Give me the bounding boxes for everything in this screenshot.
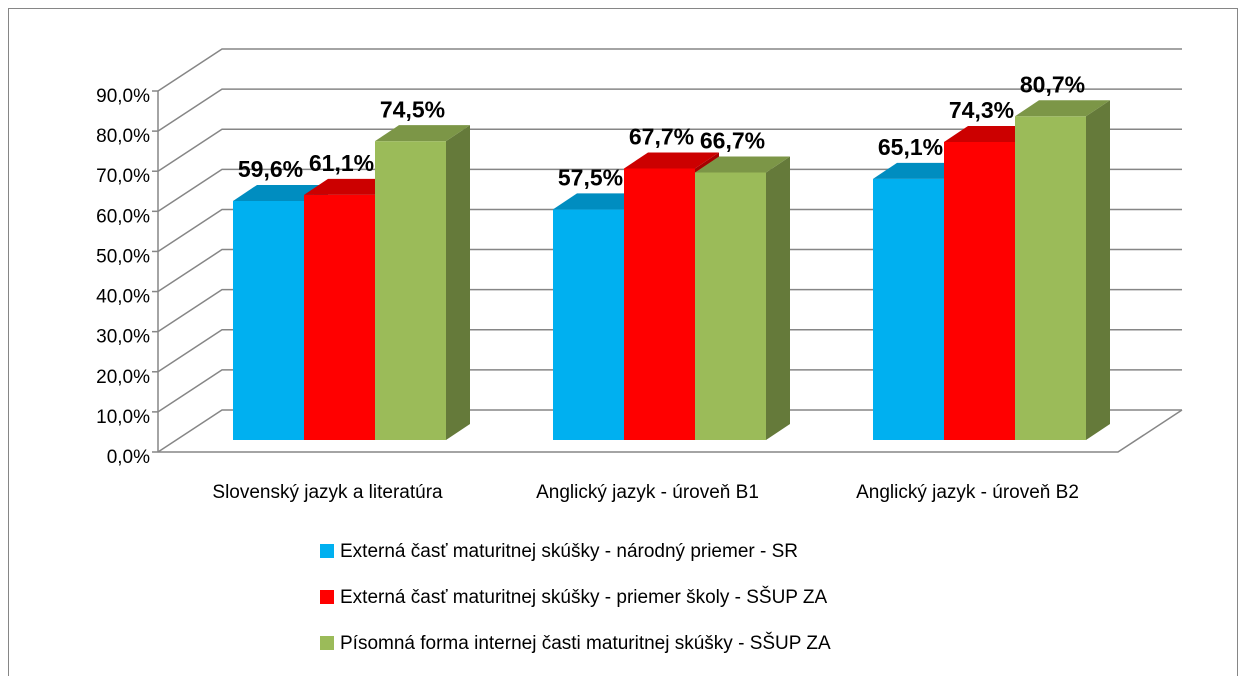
x-tick-label: Slovenský jazyk a literatúra [212,482,443,503]
y-tick-label: 90,0% [96,86,150,107]
y-tick-label: 60,0% [96,206,150,227]
grid-line [157,48,1182,92]
bar-top [695,156,790,173]
bar [233,200,304,440]
y-tick-label: 10,0% [96,407,150,428]
y-tick-label: 40,0% [96,287,150,308]
y-tick-label: 0,0% [107,447,150,468]
x-tick-label: Anglický jazyk - úroveň B1 [536,482,759,503]
y-tick-label: 30,0% [96,327,150,348]
grid-line [157,128,1182,172]
bar [1015,116,1086,440]
legend-label: Externá časť maturitnej skúšky - národný… [340,541,798,562]
bar-top [375,125,470,142]
x-tick-label: Anglický jazyk - úroveň B2 [856,482,1079,503]
legend-swatch [320,636,334,650]
y-tick-label: 20,0% [96,367,150,388]
bar-top [624,152,719,169]
bar [695,172,766,440]
value-label: 59,6% [238,156,303,182]
bar-side [766,156,790,440]
floor [158,409,1183,453]
bar [553,209,624,440]
chart-border [8,8,1238,676]
y-tick-label: 70,0% [96,166,150,187]
value-label: 65,1% [878,134,943,160]
bar-side [446,125,470,440]
y-tick-label: 50,0% [96,246,150,267]
legend-swatch [320,544,334,558]
value-label: 80,7% [1020,71,1085,97]
bar [375,141,446,440]
bar [944,141,1015,441]
bar [304,194,375,440]
legend-label: Písomná forma internej časti maturitnej … [340,632,831,654]
grid-line [157,369,1182,413]
legend-label: Externá časť maturitnej skúšky - priemer… [340,586,828,608]
value-label: 67,7% [629,124,694,150]
bar-top [1015,100,1110,117]
grid-line [157,248,1182,293]
value-label: 74,5% [380,96,445,122]
legend-swatch [320,590,334,604]
bar [873,178,944,441]
value-label: 66,7% [700,128,765,154]
y-tick-label: 80,0% [96,126,150,147]
grid-line [157,329,1182,373]
grid-line [157,208,1182,253]
grid-line [157,288,1182,333]
bar [624,168,695,440]
value-label: 57,5% [558,164,623,190]
bar-side [1086,100,1110,440]
grid-line [157,409,1182,453]
value-label: 61,1% [309,150,374,176]
value-label: 74,3% [949,97,1014,123]
grid-line [157,88,1182,132]
grid-line [157,168,1182,212]
